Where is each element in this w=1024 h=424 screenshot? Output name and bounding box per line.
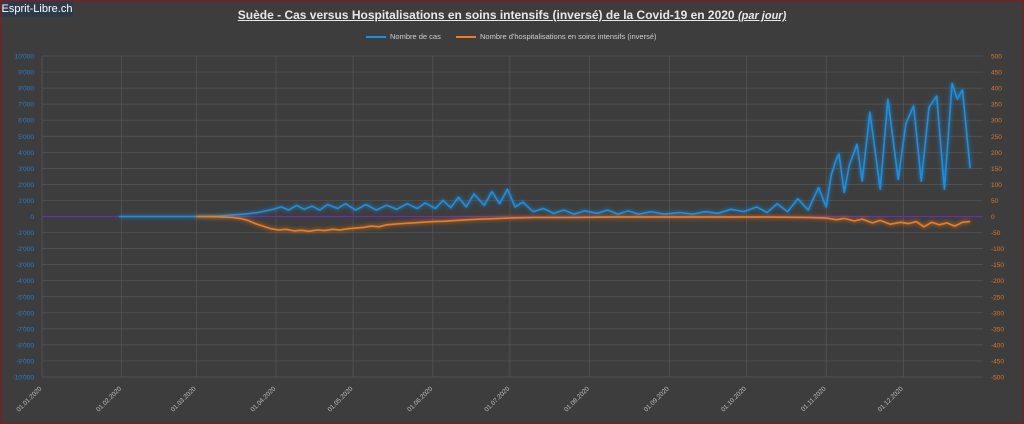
series-line-cases [119, 82, 971, 218]
y-right-tick-label: -150 [991, 262, 1004, 269]
chart-title-sub: (par jour) [737, 10, 787, 22]
x-tick-label: 01.01.2020 [15, 385, 43, 413]
y-left-tick-label: -10'000 [13, 375, 35, 382]
x-tick-label: 01.12.2020 [877, 385, 905, 413]
y-left-tick-label: -4'000 [16, 278, 34, 285]
y-right-tick-label: -500 [991, 375, 1004, 382]
x-tick-label: 01.05.2020 [327, 385, 355, 413]
y-left-tick-label: -1'000 [16, 230, 34, 237]
y-right-tick-label: 150 [991, 166, 1002, 173]
y-right-tick-label: 100 [991, 182, 1002, 189]
y-right-tick-label: 300 [991, 118, 1002, 125]
y-right-tick-label: 200 [991, 150, 1002, 157]
y-right-tick-label: -400 [991, 342, 1004, 349]
y-left-tick-label: -6'000 [16, 310, 34, 317]
y-left-tick-label: -3'000 [16, 262, 34, 269]
chart-title: Suède - Cas versus Hospitalisations en s… [0, 8, 1024, 22]
y-left-tick-label: 10'000 [15, 54, 35, 61]
legend-label-icu: Nombre d'hospitalisations en soins inten… [480, 32, 657, 41]
x-tick-label: 01.11.2020 [800, 385, 828, 413]
y-right-tick-label: -50 [991, 230, 1001, 237]
y-right-tick-label: 350 [991, 102, 1002, 109]
x-tick-label: 01.02.2020 [95, 385, 123, 413]
y-left-tick-label: 8'000 [18, 86, 34, 93]
chart-title-main: Suède - Cas versus Hospitalisations en s… [237, 8, 735, 22]
series-line-icu [196, 215, 971, 233]
y-right-tick-label: -200 [991, 278, 1004, 285]
y-right-tick-label: -450 [991, 358, 1004, 365]
x-tick-label: 01.09.2020 [643, 385, 671, 413]
y-right-tick-label: 400 [991, 86, 1002, 93]
y-left-tick-label: 1'000 [18, 198, 34, 205]
x-tick-label: 01.10.2020 [720, 385, 748, 413]
y-left-tick-label: 2'000 [18, 182, 34, 189]
y-left-tick-label: -2'000 [16, 246, 34, 253]
y-left-tick-label: 7'000 [18, 102, 34, 109]
y-left-tick-label: 4'000 [18, 150, 34, 157]
y-left-tick-label: -5'000 [16, 294, 34, 301]
y-right-tick-label: 0 [991, 214, 995, 221]
y-left-tick-label: 9'000 [18, 70, 34, 77]
y-left-tick-label: 6'000 [18, 118, 34, 125]
chart-legend: Nombre de cas Nombre d'hospitalisations … [0, 30, 1024, 44]
y-right-tick-label: -300 [991, 310, 1004, 317]
y-right-tick-label: 450 [991, 70, 1002, 77]
legend-swatch-icu [456, 36, 476, 38]
x-tick-label: 01.08.2020 [563, 385, 591, 413]
x-tick-label: 01.07.2020 [483, 385, 511, 413]
y-right-tick-label: 250 [991, 134, 1002, 141]
y-left-tick-label: 3'000 [18, 166, 34, 173]
y-left-tick-label: 5'000 [18, 134, 34, 141]
y-right-tick-label: -250 [991, 294, 1004, 301]
y-right-tick-label: -100 [991, 246, 1004, 253]
y-right-tick-label: -350 [991, 326, 1004, 333]
x-tick-label: 01.04.2020 [249, 385, 277, 413]
x-tick-label: 01.03.2020 [170, 385, 198, 413]
y-left-tick-label: -9'000 [16, 358, 34, 365]
y-right-tick-label: 500 [991, 54, 1002, 61]
y-left-tick-label: -7'000 [16, 326, 34, 333]
legend-swatch-cases [366, 36, 386, 38]
x-tick-label: 01.06.2020 [406, 385, 434, 413]
y-left-tick-label: 0 [30, 214, 34, 221]
site-logo[interactable]: Esprit-Libre.ch [1, 1, 73, 17]
y-left-tick-label: -8'000 [16, 342, 34, 349]
legend-label-cases: Nombre de cas [390, 32, 441, 41]
y-right-tick-label: 50 [991, 198, 999, 205]
